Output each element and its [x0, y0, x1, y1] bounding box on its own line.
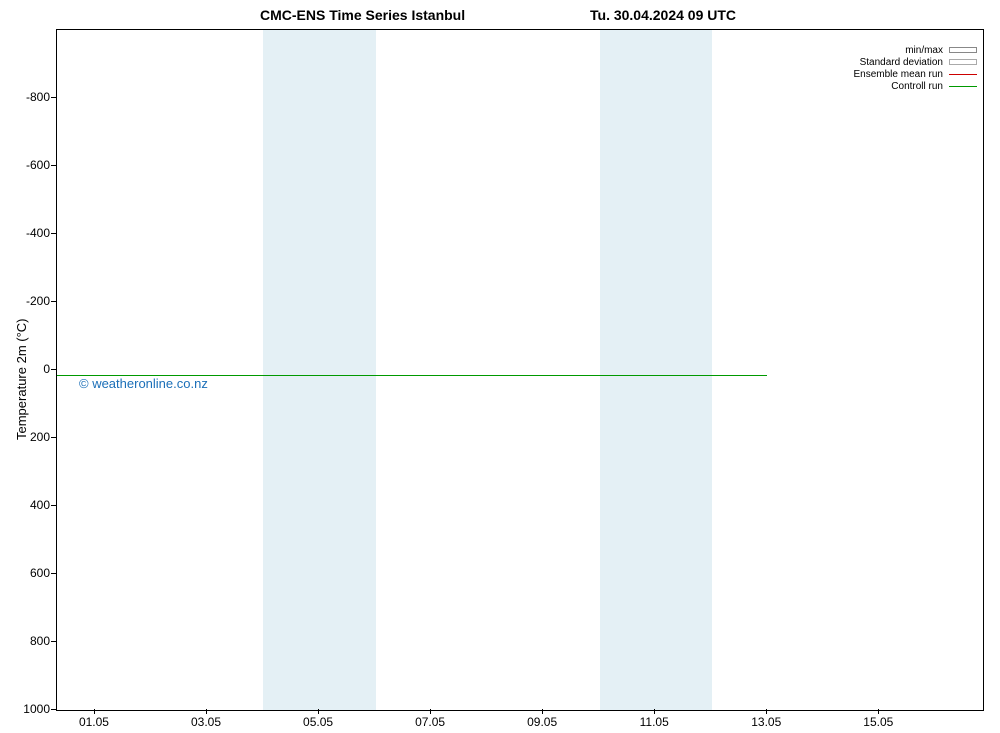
x-tick-label: 11.05 [624, 715, 684, 729]
legend-item-label: Standard deviation [860, 57, 943, 68]
y-tick-mark [51, 369, 56, 370]
plot-area: © weatheronline.co.nz min/maxStandard de… [56, 29, 984, 711]
x-tick-mark [654, 709, 655, 714]
x-tick-mark [430, 709, 431, 714]
y-tick-mark [51, 641, 56, 642]
y-tick-label: 600 [0, 566, 50, 580]
legend-item-label: Controll run [891, 81, 943, 92]
chart-title-left: CMC-ENS Time Series Istanbul [260, 7, 465, 23]
x-tick-mark [318, 709, 319, 714]
x-tick-label: 03.05 [176, 715, 236, 729]
x-tick-label: 05.05 [288, 715, 348, 729]
y-tick-mark [51, 301, 56, 302]
y-tick-label: -600 [0, 158, 50, 172]
legend-item: Ensemble mean run [854, 68, 978, 80]
chart-container: CMC-ENS Time Series Istanbul Tu. 30.04.2… [0, 0, 1000, 733]
legend: min/maxStandard deviationEnsemble mean r… [854, 44, 978, 92]
y-tick-label: 400 [0, 498, 50, 512]
x-tick-label: 13.05 [736, 715, 796, 729]
y-tick-label: -200 [0, 294, 50, 308]
x-tick-mark [542, 709, 543, 714]
shaded-band [600, 30, 712, 710]
y-tick-mark [51, 505, 56, 506]
y-axis-label: Temperature 2m (°C) [14, 318, 29, 440]
legend-item-label: Ensemble mean run [854, 69, 944, 80]
x-tick-label: 15.05 [848, 715, 908, 729]
y-tick-label: 800 [0, 634, 50, 648]
x-tick-label: 07.05 [400, 715, 460, 729]
legend-item: min/max [854, 44, 978, 56]
legend-item: Controll run [854, 80, 978, 92]
legend-swatch [949, 74, 977, 75]
legend-swatch [949, 86, 977, 87]
y-tick-mark [51, 437, 56, 438]
y-tick-label: -800 [0, 90, 50, 104]
x-tick-mark [766, 709, 767, 714]
legend-swatch [949, 59, 977, 65]
y-tick-label: 200 [0, 430, 50, 444]
x-tick-mark [94, 709, 95, 714]
legend-swatch [949, 47, 977, 53]
chart-title-right: Tu. 30.04.2024 09 UTC [590, 7, 736, 23]
x-tick-label: 09.05 [512, 715, 572, 729]
y-tick-mark [51, 573, 56, 574]
y-tick-mark [51, 165, 56, 166]
y-tick-label: 0 [0, 362, 50, 376]
watermark-text: © weatheronline.co.nz [79, 376, 208, 391]
legend-item: Standard deviation [854, 56, 978, 68]
x-tick-mark [878, 709, 879, 714]
shaded-band [263, 30, 375, 710]
x-tick-label: 01.05 [64, 715, 124, 729]
y-tick-label: 1000 [0, 702, 50, 716]
y-tick-label: -400 [0, 226, 50, 240]
legend-item-label: min/max [905, 45, 943, 56]
y-tick-mark [51, 97, 56, 98]
x-tick-mark [206, 709, 207, 714]
y-tick-mark [51, 233, 56, 234]
y-tick-mark [51, 709, 56, 710]
